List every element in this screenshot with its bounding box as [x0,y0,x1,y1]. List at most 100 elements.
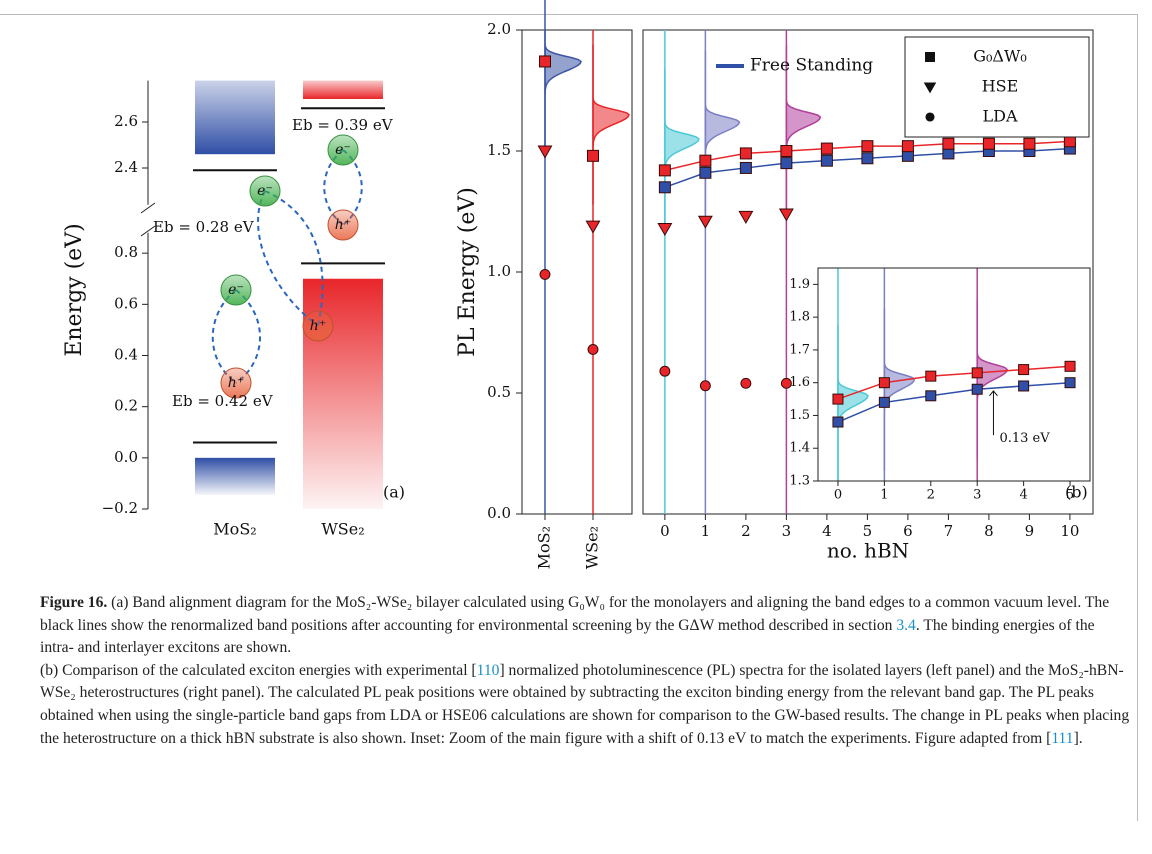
square-marker [971,367,983,379]
x-tick-label: 1 [880,488,888,503]
pl-spectrum [785,44,822,210]
triangle-marker [585,220,601,234]
electron [220,274,252,306]
square-marker [832,393,844,405]
pl-spectrum [664,68,700,230]
x-tick-label: 8 [984,522,994,540]
circle-marker [699,380,711,392]
square-marker [861,152,874,165]
figure-frame [0,14,1138,821]
square-marker [1064,360,1076,372]
circle-marker [780,377,792,389]
square-marker [780,145,793,157]
y-tick-label: 1.6 [789,375,810,390]
square-marker [658,164,671,177]
y-tick-label: 1.7 [789,342,810,357]
square-marker [1018,380,1030,392]
plot-frame [642,29,1094,515]
caption: Figure 16. (a) Band alignment diagram fo… [40,592,1130,750]
square-marker [699,166,712,179]
series-line [837,365,1071,400]
square-marker [739,161,752,174]
x-tick-label: 7 [944,522,954,540]
triangle-marker [778,208,794,222]
circle-marker [659,365,671,377]
x-tick-label: MoS₂ [213,520,256,539]
exciton-bond [257,190,324,327]
square-marker [1018,364,1030,376]
legend-box [904,36,1090,138]
y-tick-label: 1.3 [789,474,810,489]
hole [327,209,359,241]
particle-label: h⁺ [335,217,351,233]
x-tick-label: 2 [741,522,751,540]
x-tick-label: 3 [973,488,981,503]
y-axis-label: Energy (eV) [62,223,87,356]
reference-link[interactable]: 111 [1051,729,1074,747]
x-tick-label: 0 [834,488,842,503]
triangle-marker [738,210,754,224]
x-tick-label: 0 [660,522,670,540]
annotation: 0.13 eV [999,431,1050,446]
x-tick-label: 6 [903,522,913,540]
x-tick-label: WSe₂ [583,526,602,569]
triangle-marker [657,222,673,237]
square-marker [820,154,833,167]
circle-marker [587,343,599,355]
panel-label: (a) [383,483,405,502]
square-marker [739,147,752,160]
y-tick-label: 1.9 [789,277,810,292]
legend-label: HSE [982,77,1019,96]
hole [302,310,334,342]
square-marker [878,377,890,389]
y-tick-label: 0.6 [114,294,138,312]
y-tick-label: 0.0 [487,504,511,522]
caption-text: . The binding energies of the intra- and… [40,616,1095,657]
circle-marker [925,112,935,122]
hole [220,367,252,399]
reference-link[interactable]: 110 [476,661,500,679]
x-tick-label: 5 [863,522,873,540]
binding-energy: Eb = 0.28 eV [153,218,255,236]
inset-frame [817,267,1091,482]
circle-marker [539,268,551,280]
square-marker [587,149,599,162]
conduction-band [303,80,383,99]
x-tick-label: 4 [1019,488,1027,503]
pl-spectrum [837,325,869,481]
square-marker [942,137,955,150]
y-tick-label: 1.5 [487,141,511,159]
legend-label: LDA [982,107,1017,126]
square-marker [901,140,914,153]
x-tick-label: 3 [782,522,792,540]
y-tick-label: 1.0 [487,262,511,280]
y-tick-label: 0.2 [114,397,138,415]
x-tick-label: 10 [1060,522,1079,540]
pl-spectrum [704,49,741,215]
x-tick-label: 1 [701,522,711,540]
series-line [837,381,1071,423]
reference-link[interactable]: 3.4 [896,616,916,634]
legend-label: Free Standing [750,56,873,76]
particle-label: e⁻ [257,183,273,199]
triangle-marker [697,215,713,229]
x-tick-label: 4 [822,522,832,540]
particle-label: h⁺ [310,318,326,334]
legend-label: G₀ΔW₀ [973,47,1027,66]
y-tick-label: 2.4 [114,158,138,176]
y-tick-label: 1.8 [789,310,810,325]
square-marker [658,181,671,194]
square-marker [925,52,935,62]
electron [249,175,281,207]
caption-text: (a) Band alignment diagram for the MoS₂-… [40,594,1110,634]
axis-break [140,202,156,237]
square-marker [820,142,833,155]
y-tick-label: 0.5 [487,383,511,401]
square-marker [925,370,937,382]
caption-text: (b) Comparison of the calculated exciton… [40,661,477,679]
conduction-band [195,80,275,155]
caption-label: Figure 16. [40,594,108,611]
caption-text: ]. [1073,729,1083,747]
square-marker [878,396,890,408]
x-axis-label: no. hBN [827,539,909,563]
